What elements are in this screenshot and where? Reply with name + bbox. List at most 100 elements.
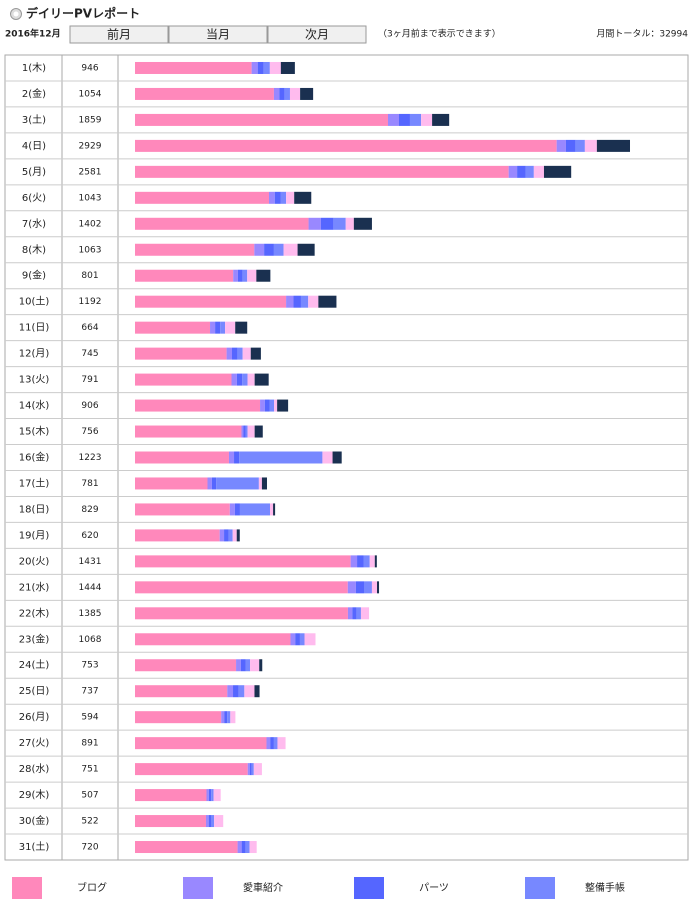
nav-button-label[interactable]: 次月 [305,28,329,42]
pv-value: 620 [81,531,98,541]
day-label: 8(木) [22,244,46,256]
bar-segment [363,581,372,594]
day-label: 23(金) [19,632,50,645]
bar-segment [350,555,358,568]
bar-segment [236,659,241,672]
pv-value: 664 [81,323,98,333]
pv-value: 946 [81,63,98,73]
bar-segment [347,581,356,594]
bar-segment [135,789,207,802]
bar-segment [295,633,300,646]
month: 2016年12月 [5,28,61,40]
nav-button-label[interactable]: 前月 [107,27,131,42]
bar-segment [135,711,222,724]
bar-segment [308,295,319,308]
bar-segment [245,425,248,438]
bar-segment [208,789,212,802]
bar-segment [308,217,321,230]
bar-segment [300,295,309,308]
bar-segment [135,269,234,282]
pv-value: 594 [81,713,98,723]
bar-segment [322,451,333,464]
nav-button[interactable] [267,25,367,44]
bar-segment [135,87,274,100]
day-label: 25(日) [19,686,50,697]
bar-segment [279,87,285,100]
pv-value: 829 [81,505,98,515]
day-label: 20(火) [19,555,50,567]
bar-segment [206,789,209,802]
pv-value: 1859 [79,115,102,125]
bar-segment [135,633,291,646]
bar-segment [215,321,221,334]
day-label: 6(火) [22,192,46,204]
bar-segment [237,347,243,360]
day-label: 16(金) [19,451,50,464]
nav-button[interactable] [69,25,169,44]
bar-segment [269,399,275,412]
pv-value: 507 [81,791,98,801]
bar-segment [207,477,212,490]
bar-segment [238,685,245,698]
day-label: 10(土) [19,295,50,308]
bar-segment [219,529,225,542]
bar-segment [387,113,399,126]
bar-segment [300,87,314,100]
bar-segment [135,685,228,698]
bar-segment [242,347,251,360]
nav-button-label[interactable]: 当月 [206,28,230,42]
day-label: 22(木) [19,607,50,619]
pv-value: 756 [81,427,98,437]
bar-segment [258,477,262,490]
bar-segment [250,347,261,360]
pv-value: 801 [81,271,98,281]
bar-segment [242,373,248,386]
pv-value: 791 [81,375,98,385]
bar-segment [135,113,388,126]
bar-segment [398,113,410,126]
bar-segment [233,685,239,698]
day-label: 29(木) [19,789,50,801]
bar-segment [264,399,270,412]
bar-segment [224,711,228,724]
bar-segment [273,737,278,750]
bar-segment [254,425,263,438]
legend-swatch [525,877,555,899]
bar-segment [227,711,231,724]
day-label: 31(土) [19,840,50,853]
bar-segment [135,841,238,854]
bar-segment [256,269,271,282]
bar-segment [270,737,274,750]
pv-value: 1385 [79,609,102,619]
pv-value: 1431 [79,557,102,567]
bar-segment [421,113,433,126]
bar-segment [229,503,235,516]
bar-segment [280,61,295,74]
month-total: 月間トータル：32994 [596,29,688,40]
bar-segment [294,191,312,204]
bar-segment [135,373,232,386]
bar-segment [377,581,380,594]
note: （3ヶ月前まで表示できます） [378,28,501,40]
legend-label: パーツ [419,882,449,894]
day-label: 7(水) [22,218,46,230]
bar-segment [432,113,450,126]
bar-segment [237,841,242,854]
bar-segment [237,269,243,282]
bar-segment [241,841,246,854]
bar-segment [225,321,236,334]
bar-segment [244,685,255,698]
bar-segment [135,607,348,620]
bar-segment [251,763,254,776]
pv-value: 753 [81,661,98,671]
pv-value: 2581 [79,167,102,177]
nav-button[interactable] [168,25,268,44]
day-label: 14(水) [19,400,50,412]
bar-segment [533,165,544,178]
bar-segment [135,295,287,308]
bar-segment [254,685,260,698]
day-label: 27(火) [19,737,50,749]
day-label: 26(月) [19,711,50,723]
bar-segment [371,581,378,594]
